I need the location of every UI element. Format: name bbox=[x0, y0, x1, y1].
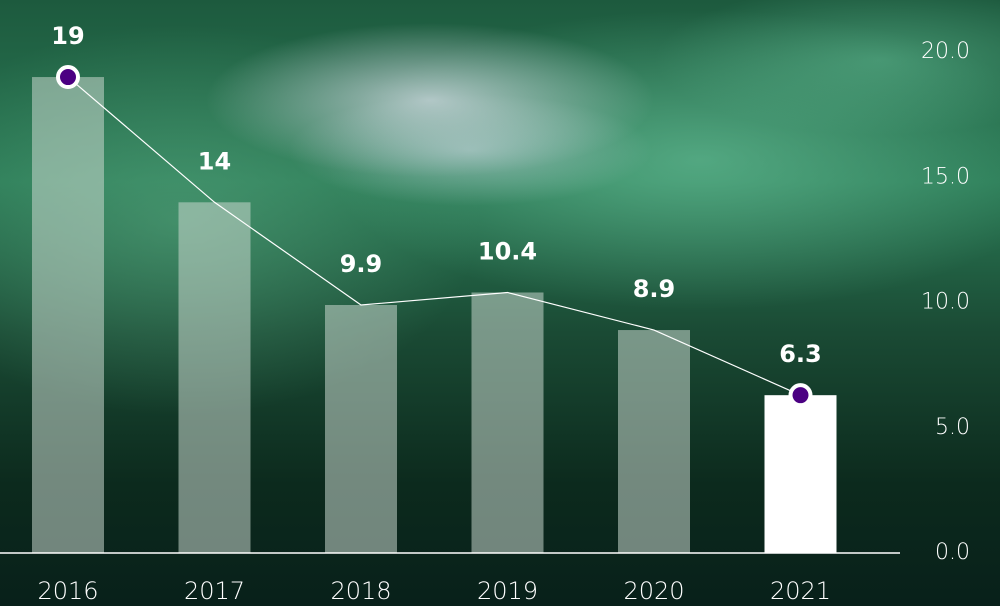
y-tick-label: 0.0 bbox=[935, 540, 970, 565]
x-tick-label: 2017 bbox=[184, 577, 245, 605]
x-tick-label: 2020 bbox=[623, 577, 684, 605]
endpoint-marker bbox=[56, 65, 80, 90]
x-tick-label: 2018 bbox=[330, 577, 391, 605]
y-tick-label: 15.0 bbox=[921, 164, 970, 189]
value-label: 9.9 bbox=[340, 250, 383, 278]
y-tick-label: 20.0 bbox=[921, 39, 970, 64]
bar bbox=[764, 395, 837, 553]
x-tick-label: 2016 bbox=[37, 577, 98, 605]
bar bbox=[178, 202, 251, 554]
value-label: 10.4 bbox=[478, 237, 537, 265]
x-tick-label: 2021 bbox=[770, 577, 831, 605]
bar bbox=[32, 77, 104, 554]
x-tick-label: 2019 bbox=[477, 577, 538, 605]
value-label: 8.9 bbox=[633, 275, 676, 303]
bar bbox=[325, 305, 397, 553]
trend-line bbox=[67, 76, 801, 396]
endpoint-marker bbox=[788, 383, 813, 408]
y-tick-label: 5.0 bbox=[935, 415, 970, 440]
bar bbox=[471, 292, 544, 553]
bar bbox=[618, 330, 690, 553]
value-label: 6.3 bbox=[779, 340, 822, 368]
y-tick-label: 10.0 bbox=[921, 290, 970, 315]
value-label: 19 bbox=[51, 22, 84, 50]
value-label: 14 bbox=[198, 147, 231, 175]
